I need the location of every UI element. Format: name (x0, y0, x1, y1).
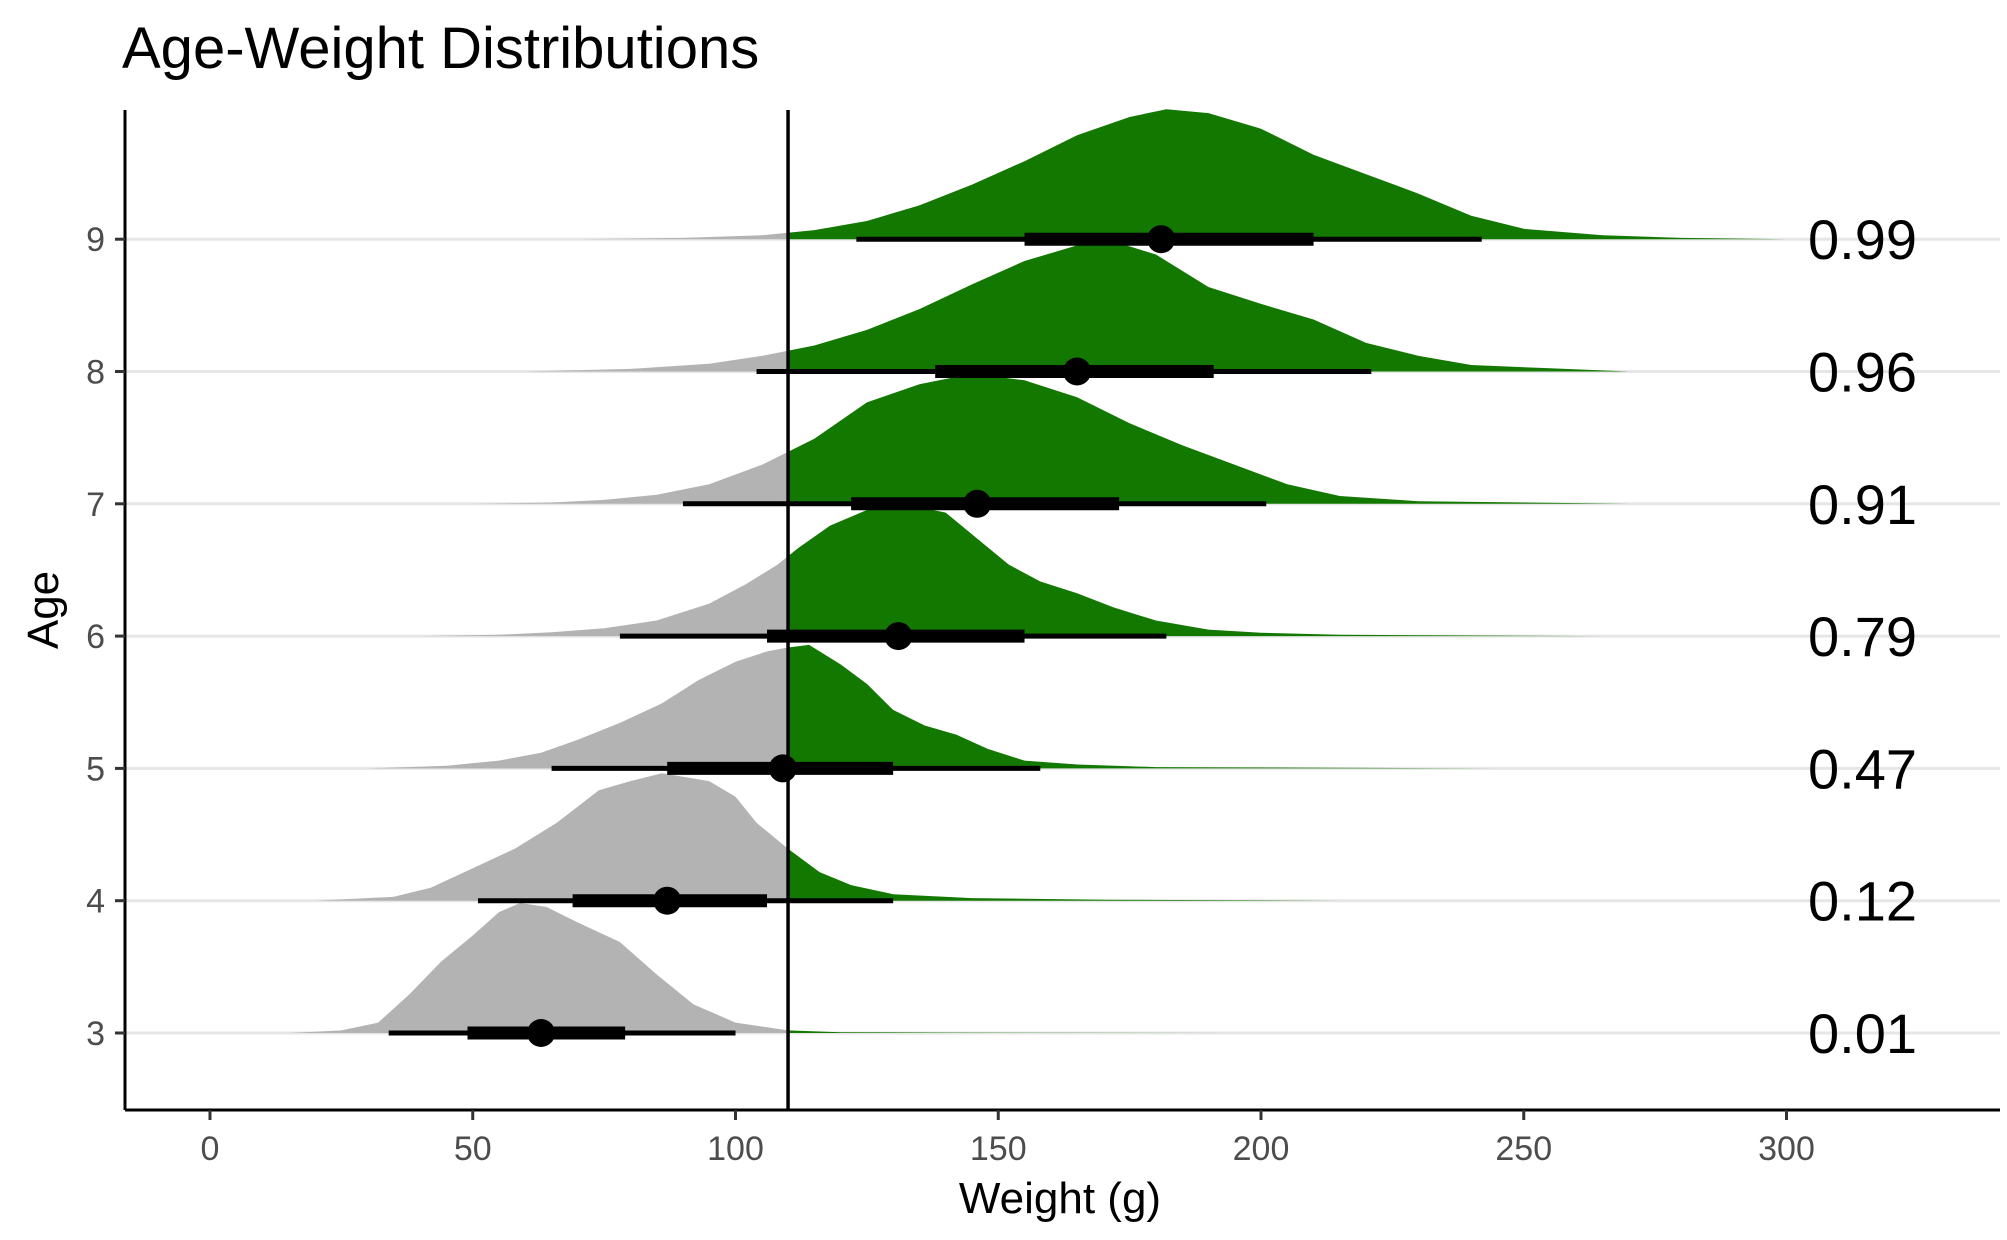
median-point-age-6 (884, 622, 913, 651)
x-tick-label-200: 200 (1233, 1130, 1290, 1168)
density-ridges (288, 109, 1787, 1033)
ridge-below-threshold-age-4 (315, 773, 789, 901)
prob-label-age-3: 0.01 (1808, 1002, 1917, 1065)
ridge-below-threshold-age-8 (525, 350, 789, 372)
median-point-age-7 (963, 489, 992, 518)
interval-age-3 (388, 1019, 736, 1047)
ridge-above-threshold-age-5 (788, 644, 1498, 769)
interval-age-7 (682, 489, 1267, 518)
median-point-age-4 (653, 886, 682, 915)
median-point-age-3 (527, 1019, 556, 1047)
y-tick-label-9: 9 (86, 221, 105, 259)
median-point-age-8 (1063, 357, 1092, 386)
y-axis-title: Age (19, 571, 68, 649)
ridge-above-threshold-age-9 (788, 109, 1787, 240)
interval-age-5 (551, 754, 1041, 783)
x-axis-ticks: 0 50 100 150 200 250 300 (201, 1110, 1815, 1168)
axes (123, 110, 2000, 1112)
ridge-below-threshold-age-9 (577, 232, 789, 240)
interval-age-6 (619, 622, 1167, 651)
ridge-above-threshold-age-8 (788, 241, 1629, 372)
y-tick-label-4: 4 (86, 883, 105, 921)
prob-label-age-8: 0.96 (1808, 341, 1917, 404)
ridge-age-6 (420, 506, 1603, 637)
ridge-above-threshold-age-3 (788, 1030, 1235, 1033)
x-tick-label-150: 150 (970, 1130, 1027, 1168)
ridge-below-threshold-age-3 (288, 903, 789, 1033)
ridge-age-5 (367, 644, 1498, 769)
median-point-age-5 (768, 754, 797, 783)
x-tick-label-100: 100 (707, 1130, 764, 1168)
ridge-above-threshold-age-6 (788, 506, 1603, 637)
chart-title: Age-Weight Distributions (122, 16, 759, 81)
interval-age-8 (756, 357, 1372, 386)
x-axis-title: Weight (g) (959, 1174, 1161, 1223)
probability-labels: 0.01 0.12 0.47 0.79 0.91 0.96 0.99 (1808, 208, 1917, 1065)
y-tick-label-5: 5 (86, 750, 105, 788)
ridge-age-3 (288, 903, 1235, 1033)
x-tick-label-300: 300 (1758, 1130, 1815, 1168)
prob-label-age-9: 0.99 (1808, 208, 1917, 271)
interval-bars (388, 225, 1482, 1047)
ridge-age-4 (315, 773, 1340, 901)
x-tick-label-50: 50 (454, 1130, 492, 1168)
y-axis-ticks: 3 4 5 6 7 8 9 (86, 221, 125, 1053)
median-point-age-9 (1147, 225, 1176, 254)
interval-age-4 (478, 886, 894, 915)
prob-label-age-4: 0.12 (1808, 870, 1917, 933)
interval-age-9 (856, 225, 1482, 254)
prob-label-age-6: 0.79 (1808, 605, 1917, 668)
ridge-below-threshold-age-6 (420, 556, 789, 637)
y-tick-label-3: 3 (86, 1015, 105, 1053)
y-tick-label-8: 8 (86, 354, 105, 392)
ridge-above-threshold-age-7 (788, 373, 1629, 504)
ridge-below-threshold-age-5 (367, 647, 789, 769)
ridge-age-9 (577, 109, 1787, 240)
ridge-age-8 (525, 241, 1629, 372)
x-tick-label-0: 0 (201, 1130, 220, 1168)
prob-label-age-7: 0.91 (1808, 473, 1917, 536)
prob-label-age-5: 0.47 (1808, 737, 1917, 800)
x-tick-label-250: 250 (1495, 1130, 1552, 1168)
ridge-above-threshold-age-4 (788, 848, 1340, 901)
y-tick-label-6: 6 (86, 618, 105, 656)
y-tick-label-7: 7 (86, 486, 105, 524)
ridge-below-threshold-age-7 (472, 451, 789, 504)
ridge-age-7 (472, 373, 1629, 504)
